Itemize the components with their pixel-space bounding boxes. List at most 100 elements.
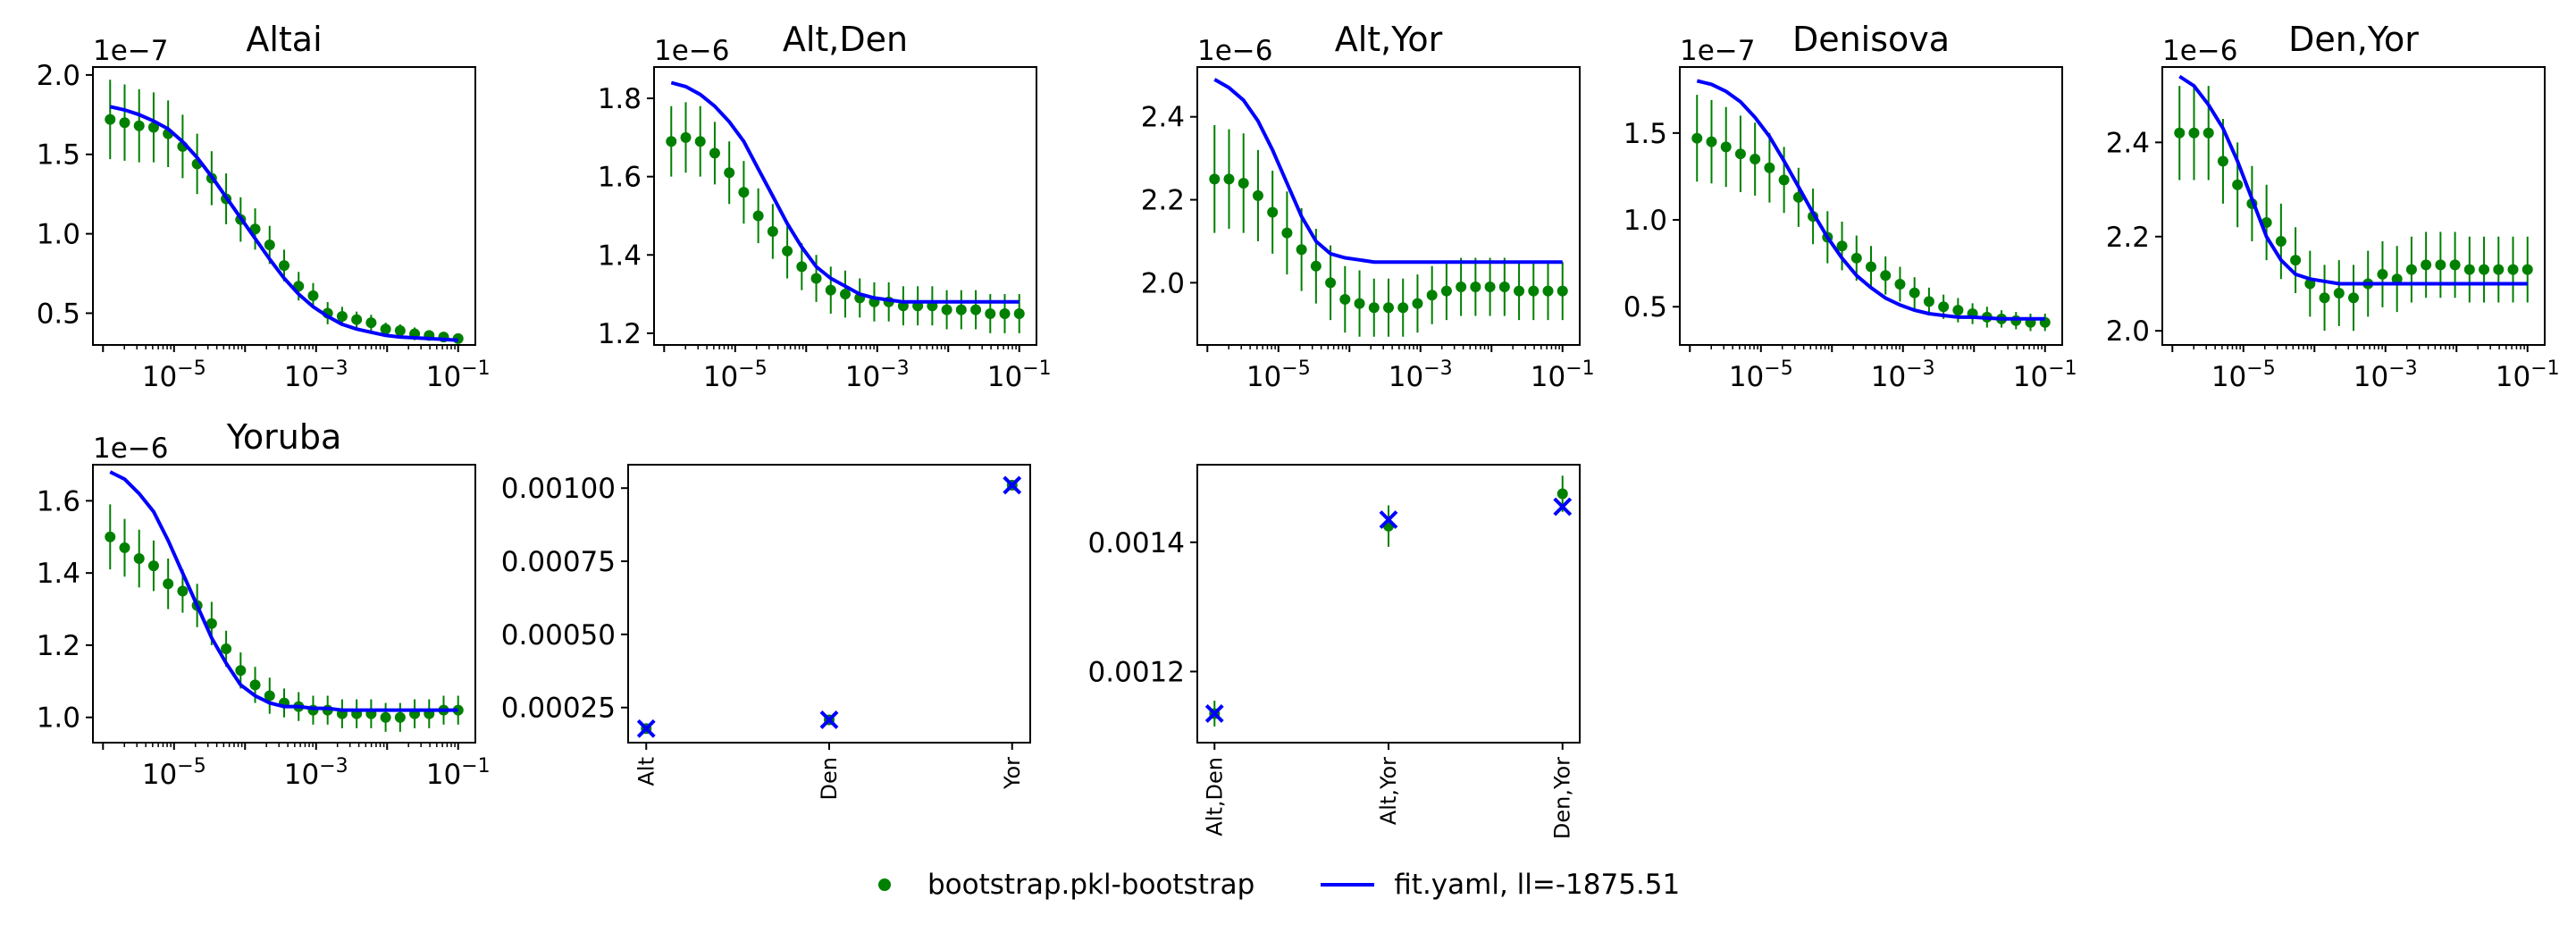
y-tick-label: 2.2 <box>1141 185 1185 217</box>
fit-series <box>1213 78 1563 265</box>
data-point <box>221 643 232 654</box>
y-tick-label: 0.00050 <box>501 619 616 651</box>
fit-x-marker <box>1553 497 1573 517</box>
data-point <box>1514 285 1525 297</box>
x-tick-label: 10−3 <box>1389 357 1453 393</box>
x-tick-label: 10−1 <box>2496 357 2560 393</box>
data-point <box>2507 264 2519 275</box>
x-tick-label: 10−1 <box>426 755 491 791</box>
x-category-label: Den,Yor <box>1550 757 1575 839</box>
data-point <box>2188 127 2200 139</box>
data-point <box>206 618 217 629</box>
data-point <box>2405 264 2417 275</box>
data-point <box>1484 282 1496 293</box>
y-tick-label: 0.00025 <box>501 693 616 725</box>
data-point <box>752 210 764 222</box>
x-category-label: Alt <box>634 757 659 786</box>
axes-frame <box>92 66 476 346</box>
data-point <box>1281 227 1293 239</box>
bootstrap-series <box>1209 124 1568 337</box>
data-point <box>985 307 996 319</box>
data-point <box>177 585 189 597</box>
panel-title: Yoruba <box>226 417 342 457</box>
data-point <box>147 560 159 572</box>
offset-text: 1e−7 <box>1680 35 1756 67</box>
panel-denisova: 0.5 1.0 1.5 10−5 10−3 10−1 Denisova 1e−7 <box>1624 20 2077 393</box>
fit-series <box>109 105 458 342</box>
data-point <box>2319 292 2330 304</box>
data-point <box>810 273 822 284</box>
data-point <box>105 113 116 125</box>
data-point <box>394 711 406 723</box>
data-point <box>1470 282 1481 293</box>
fit-line <box>1213 78 1563 265</box>
data-point <box>1557 285 1568 297</box>
data-point <box>119 542 130 553</box>
data-point <box>1720 141 1732 153</box>
offset-text: 1e−6 <box>654 35 730 67</box>
data-point <box>941 304 952 315</box>
fit-series <box>2178 74 2528 286</box>
data-point <box>133 120 145 131</box>
data-point <box>767 225 778 237</box>
data-point <box>1542 285 1554 297</box>
data-point <box>2377 268 2388 280</box>
data-point <box>365 317 377 329</box>
data-point <box>825 284 836 296</box>
data-point <box>249 679 261 691</box>
data-point <box>694 136 706 147</box>
fit-x-marker <box>1204 704 1224 723</box>
data-point <box>2521 264 2533 275</box>
fit-x-marker <box>636 719 656 738</box>
y-tick-label: 1.4 <box>37 558 80 590</box>
data-point <box>1310 260 1322 272</box>
data-point <box>709 147 720 159</box>
data-point <box>1923 296 1934 307</box>
data-point <box>1209 173 1221 185</box>
data-point <box>1354 298 1365 309</box>
data-point <box>380 324 391 335</box>
bootstrap-series <box>1209 475 1568 727</box>
data-point <box>307 290 319 301</box>
data-point <box>1252 189 1263 201</box>
offset-text: 1e−6 <box>93 433 169 465</box>
y-tick-label: 1.0 <box>37 702 80 735</box>
x-category-label: Alt,Den <box>1202 757 1227 836</box>
bootstrap-series <box>1691 95 2051 332</box>
x-category-label: Yor <box>1000 757 1025 790</box>
data-point <box>1238 177 1249 189</box>
data-point <box>1557 488 1568 500</box>
data-point <box>1866 261 1876 273</box>
panel-title: Alt,Yor <box>1335 20 1443 59</box>
x-tick-label: 10−3 <box>2354 357 2418 393</box>
data-point <box>1850 252 1862 264</box>
data-point <box>235 665 247 677</box>
y-tick-label: 2.4 <box>1141 102 1185 134</box>
y-tick-label: 0.5 <box>1624 291 1667 324</box>
data-point <box>1938 301 1950 313</box>
data-point <box>1706 136 1717 147</box>
fit-x-marker <box>1379 510 1398 529</box>
data-point <box>1368 302 1380 314</box>
data-point <box>380 711 391 723</box>
fit-line <box>2178 74 2528 286</box>
data-point <box>1749 154 1761 165</box>
data-point <box>394 325 406 337</box>
data-point <box>1909 287 1920 298</box>
data-point <box>2348 292 2359 304</box>
y-tick-label: 2.0 <box>1141 267 1185 299</box>
data-point <box>955 304 967 315</box>
data-point <box>1456 282 1467 293</box>
y-tick-label: 2.0 <box>37 60 80 92</box>
panel-alt-yor: 2.0 2.2 2.4 10−5 10−3 10−1 Alt,Yor 1e−6 <box>1141 20 1595 393</box>
x-tick-label: 10−3 <box>1871 357 1935 393</box>
bootstrap-series <box>105 80 464 344</box>
x-tick-label: 10−5 <box>142 755 206 791</box>
y-tick-label: 1.6 <box>598 162 642 194</box>
bootstrap-series <box>666 102 1025 333</box>
data-point <box>1267 206 1279 218</box>
data-point <box>2203 127 2214 139</box>
y-tick-label: 1.0 <box>1624 205 1667 237</box>
data-point <box>999 307 1011 319</box>
data-point <box>1325 277 1337 289</box>
